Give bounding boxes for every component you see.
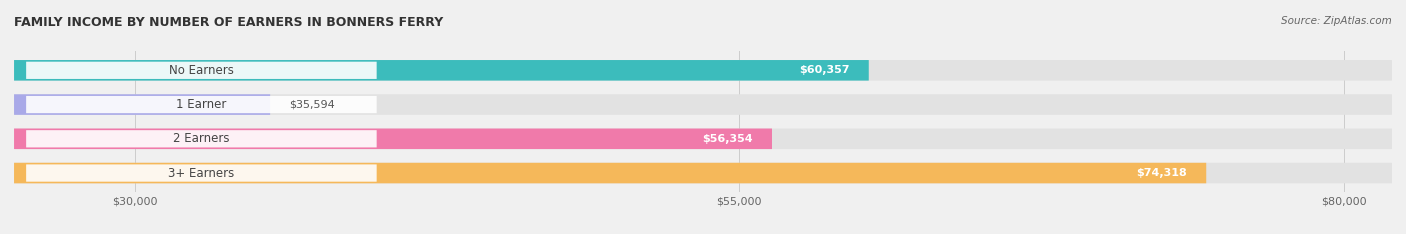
FancyBboxPatch shape [27, 130, 377, 147]
FancyBboxPatch shape [14, 128, 772, 149]
Text: $74,318: $74,318 [1136, 168, 1187, 178]
Text: 2 Earners: 2 Earners [173, 132, 229, 145]
FancyBboxPatch shape [27, 165, 377, 182]
Text: $60,357: $60,357 [799, 65, 849, 75]
Text: Source: ZipAtlas.com: Source: ZipAtlas.com [1281, 16, 1392, 26]
FancyBboxPatch shape [27, 62, 377, 79]
Text: No Earners: No Earners [169, 64, 233, 77]
FancyBboxPatch shape [14, 60, 1392, 80]
FancyBboxPatch shape [14, 163, 1206, 183]
Text: 3+ Earners: 3+ Earners [169, 167, 235, 179]
Text: 1 Earner: 1 Earner [176, 98, 226, 111]
Text: $35,594: $35,594 [290, 99, 335, 110]
FancyBboxPatch shape [14, 163, 1392, 183]
FancyBboxPatch shape [27, 96, 377, 113]
FancyBboxPatch shape [14, 60, 869, 80]
FancyBboxPatch shape [14, 94, 270, 115]
Text: FAMILY INCOME BY NUMBER OF EARNERS IN BONNERS FERRY: FAMILY INCOME BY NUMBER OF EARNERS IN BO… [14, 16, 443, 29]
Text: $56,354: $56,354 [702, 134, 752, 144]
FancyBboxPatch shape [14, 128, 1392, 149]
FancyBboxPatch shape [14, 94, 1392, 115]
